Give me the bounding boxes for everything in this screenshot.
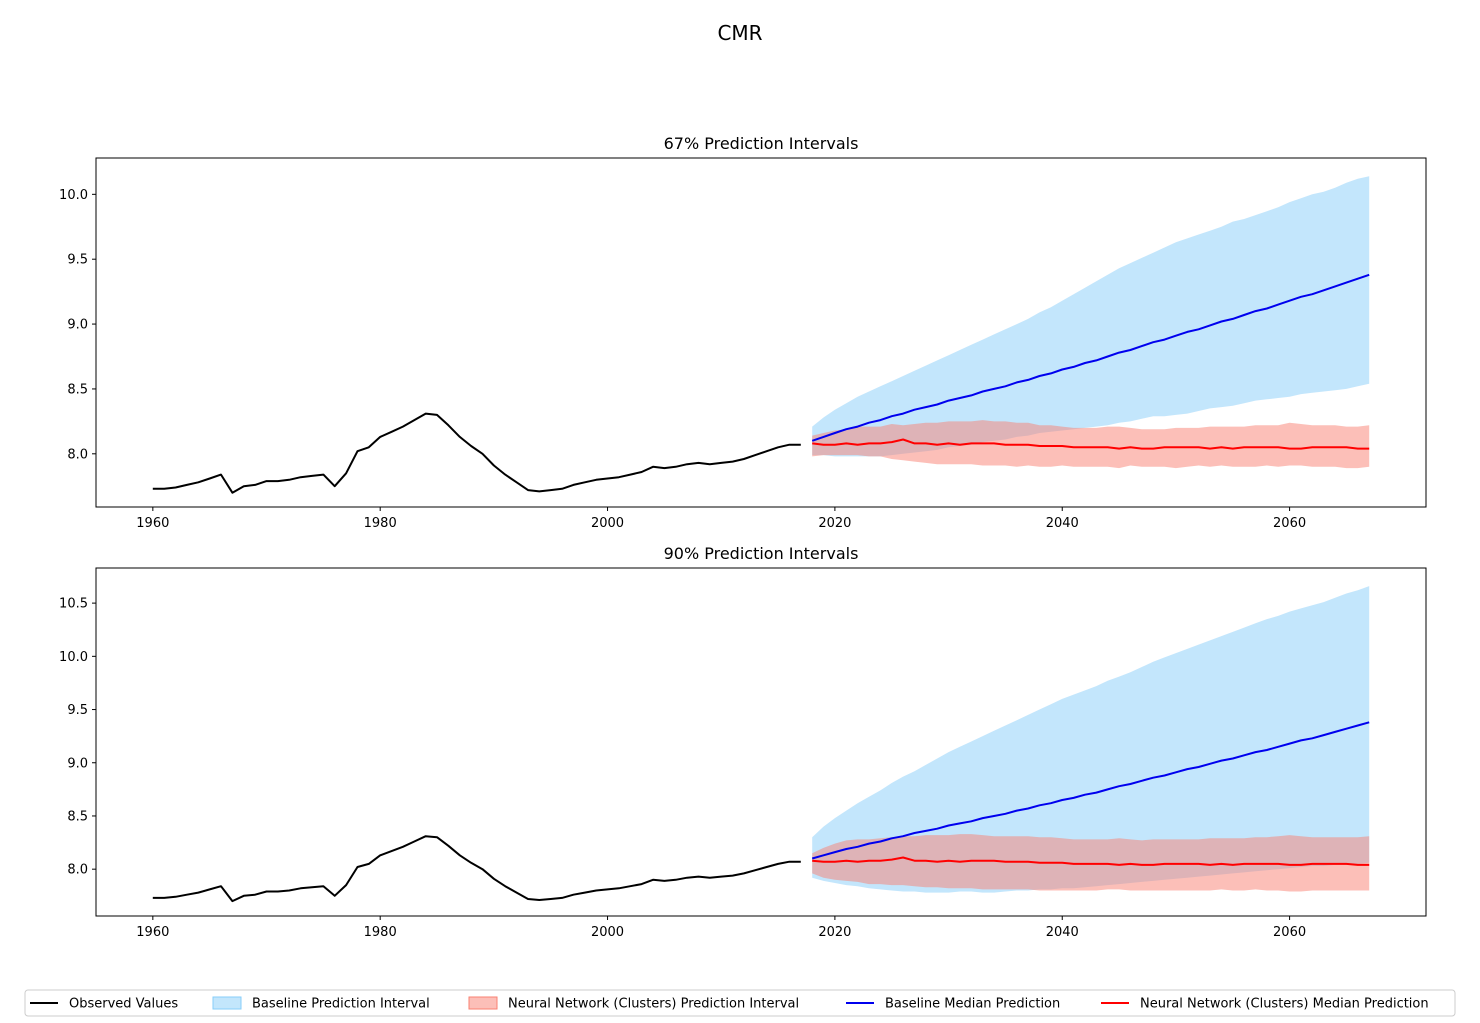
nn-median-line — [812, 438, 1370, 450]
legend-label: Baseline Median Prediction — [885, 997, 1060, 1012]
legend-label: Neural Network (Clusters) Prediction Int… — [508, 997, 799, 1012]
plot-area — [152, 586, 1370, 903]
y-tick-label: 8.0 — [67, 447, 88, 462]
y-tick-label: 9.5 — [67, 253, 88, 268]
observed-line — [152, 835, 801, 903]
x-tick-label: 2020 — [818, 925, 851, 940]
observed-line — [152, 412, 801, 494]
y-tick-label: 10.0 — [59, 650, 88, 665]
legend-patch-swatch — [468, 996, 498, 1010]
y-tick-label: 9.0 — [67, 756, 88, 771]
panel-title: 67% Prediction Intervals — [664, 134, 859, 153]
x-tick-label: 2060 — [1273, 925, 1306, 940]
legend-item: Neural Network (Clusters) Median Predict… — [1101, 997, 1429, 1012]
x-tick-label: 2060 — [1273, 516, 1306, 531]
baseline-interval-band — [812, 586, 1370, 893]
chart-panel: 1960 1980 2000 2020 2040 2060 8.0 8.5 9.0 9.5 10.0… — [59, 544, 1427, 940]
y-tick-label: 9.5 — [67, 703, 88, 718]
y-tick-label: 10.5 — [59, 597, 88, 612]
axes-frame — [95, 157, 1427, 508]
chart-panels: 1960 1980 2000 2020 2040 2060 8.0 8.5 9.0 9.5 10.0… — [59, 134, 1427, 940]
legend-item: Baseline Prediction Interval — [212, 996, 430, 1012]
y-tick-label: 9.0 — [67, 318, 88, 333]
chart-legend: Observed Values Baseline Prediction Inter… — [24, 989, 1456, 1017]
legend-item: Baseline Median Prediction — [846, 997, 1060, 1012]
x-tick-label: 2020 — [818, 516, 851, 531]
legend-patch-swatch — [212, 996, 242, 1010]
x-tick-label: 1960 — [136, 516, 169, 531]
legend-label: Observed Values — [69, 997, 178, 1012]
y-tick-label: 8.0 — [67, 863, 88, 878]
x-tick-label: 1980 — [364, 925, 397, 940]
x-tick-label: 2000 — [591, 925, 624, 940]
legend-item: Neural Network (Clusters) Prediction Int… — [468, 996, 799, 1012]
y-tick-label: 8.5 — [67, 809, 88, 824]
legend-box — [24, 989, 1456, 1017]
baseline-median-line — [811, 273, 1370, 442]
x-tick-label: 2000 — [591, 516, 624, 531]
figure-title: CMR — [717, 21, 762, 45]
x-tick-label: 2040 — [1046, 925, 1079, 940]
nn-median-line — [812, 856, 1370, 866]
y-tick-label: 8.5 — [67, 382, 88, 397]
nn-interval-band — [812, 834, 1370, 892]
panel-title: 90% Prediction Intervals — [664, 544, 859, 563]
plot-area — [152, 176, 1370, 494]
legend-item: Observed Values — [30, 997, 178, 1012]
legend-label: Neural Network (Clusters) Median Predict… — [1140, 997, 1429, 1012]
y-tick-label: 10.0 — [59, 188, 88, 203]
legend-label: Baseline Prediction Interval — [252, 997, 430, 1012]
x-tick-label: 1960 — [136, 925, 169, 940]
x-tick-label: 1980 — [364, 516, 397, 531]
baseline-interval-band — [812, 176, 1370, 457]
chart-panel: 1960 1980 2000 2020 2040 2060 8.0 8.5 9.0 9.5 10.0… — [59, 134, 1427, 531]
nn-interval-band — [812, 420, 1370, 469]
baseline-median-line — [811, 721, 1370, 860]
x-tick-label: 2040 — [1046, 516, 1079, 531]
axes-frame — [95, 567, 1427, 917]
